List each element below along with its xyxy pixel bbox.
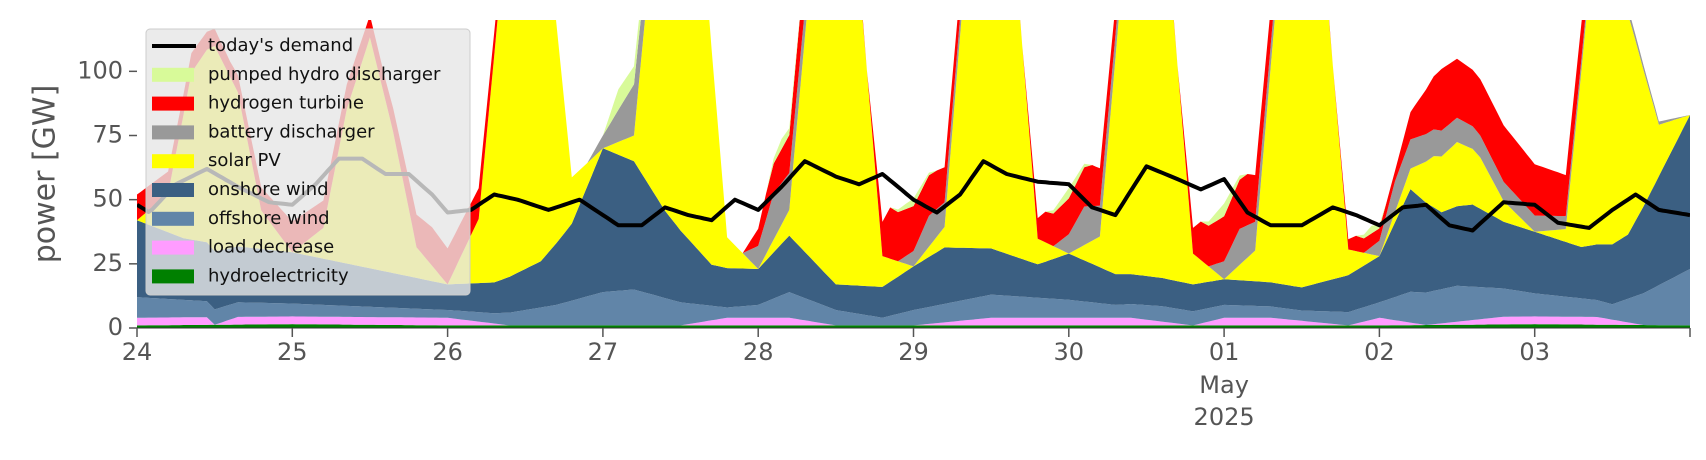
legend-swatch-onshore-wind bbox=[152, 183, 194, 197]
plot-area bbox=[137, 20, 1690, 328]
legend-items: today's demand pumped hydro discharger hyd… bbox=[152, 35, 441, 286]
legend-swatch-hydroelectricity bbox=[152, 269, 194, 284]
x-tick-month-label: May bbox=[1199, 371, 1249, 399]
legend-swatch-pumped-hydro-discharger bbox=[152, 67, 194, 82]
legend-label-solar-pv: solar PV bbox=[208, 150, 281, 171]
legend-label-offshore-wind: offshore wind bbox=[208, 208, 330, 229]
legend-label-onshore-wind: onshore wind bbox=[208, 179, 329, 200]
legend-label-pumped-hydro-discharger: pumped hydro discharger bbox=[208, 64, 441, 85]
legend: today's demand pumped hydro discharger hyd… bbox=[145, 28, 471, 296]
x-tick-label: 27 bbox=[588, 338, 619, 366]
x-tick-label: 26 bbox=[432, 338, 463, 366]
area-solar-pv bbox=[137, 20, 1690, 288]
x-tick-label: 28 bbox=[743, 338, 774, 366]
area-load-decrease bbox=[137, 316, 1690, 326]
legend-label-today-s-demand: today's demand bbox=[208, 35, 353, 56]
x-tick-label: 25 bbox=[277, 338, 308, 366]
legend-swatch-hydrogen-turbine bbox=[152, 96, 194, 111]
y-ticks: 0 25 50 75 100 bbox=[77, 56, 137, 341]
legend-label-hydroelectricity: hydroelectricity bbox=[208, 265, 349, 286]
legend-label-load-decrease: load decrease bbox=[208, 237, 334, 258]
y-tick-label: 0 bbox=[108, 313, 123, 341]
area-hydroelectricity bbox=[137, 324, 1690, 328]
legend-label-hydrogen-turbine: hydrogen turbine bbox=[208, 93, 364, 114]
x-tick-label: 02 bbox=[1364, 338, 1395, 366]
legend-swatch-solar-pv bbox=[152, 154, 194, 169]
y-tick-label: 100 bbox=[77, 56, 123, 84]
y-tick-label: 25 bbox=[92, 249, 123, 277]
x-tick-year-label: 2025 bbox=[1194, 403, 1255, 431]
legend-swatch-load-decrease bbox=[152, 240, 194, 255]
y-tick-label: 75 bbox=[92, 121, 123, 149]
legend-label-battery-discharger: battery discharger bbox=[208, 121, 375, 142]
x-tick-label: 24 bbox=[122, 338, 153, 366]
stacked-area-layer bbox=[137, 20, 1690, 328]
area-offshore-wind bbox=[137, 269, 1690, 326]
x-ticks: 24 25 26 27 28 29 30 01 May 2025 02 03 bbox=[122, 328, 1691, 431]
legend-swatch-battery-discharger bbox=[152, 125, 194, 140]
x-tick-label: 29 bbox=[898, 338, 929, 366]
area-hydrogen-turbine bbox=[137, 20, 1690, 285]
legend-box bbox=[145, 28, 471, 296]
area-onshore-wind bbox=[137, 115, 1690, 318]
legend-swatch-offshore-wind bbox=[152, 211, 194, 226]
y-axis-label: power [GW] bbox=[28, 85, 63, 264]
x-tick-label: 01 bbox=[1209, 338, 1240, 366]
x-tick-label: 03 bbox=[1519, 338, 1550, 366]
x-tick-label: 30 bbox=[1054, 338, 1085, 366]
y-tick-label: 50 bbox=[92, 185, 123, 213]
